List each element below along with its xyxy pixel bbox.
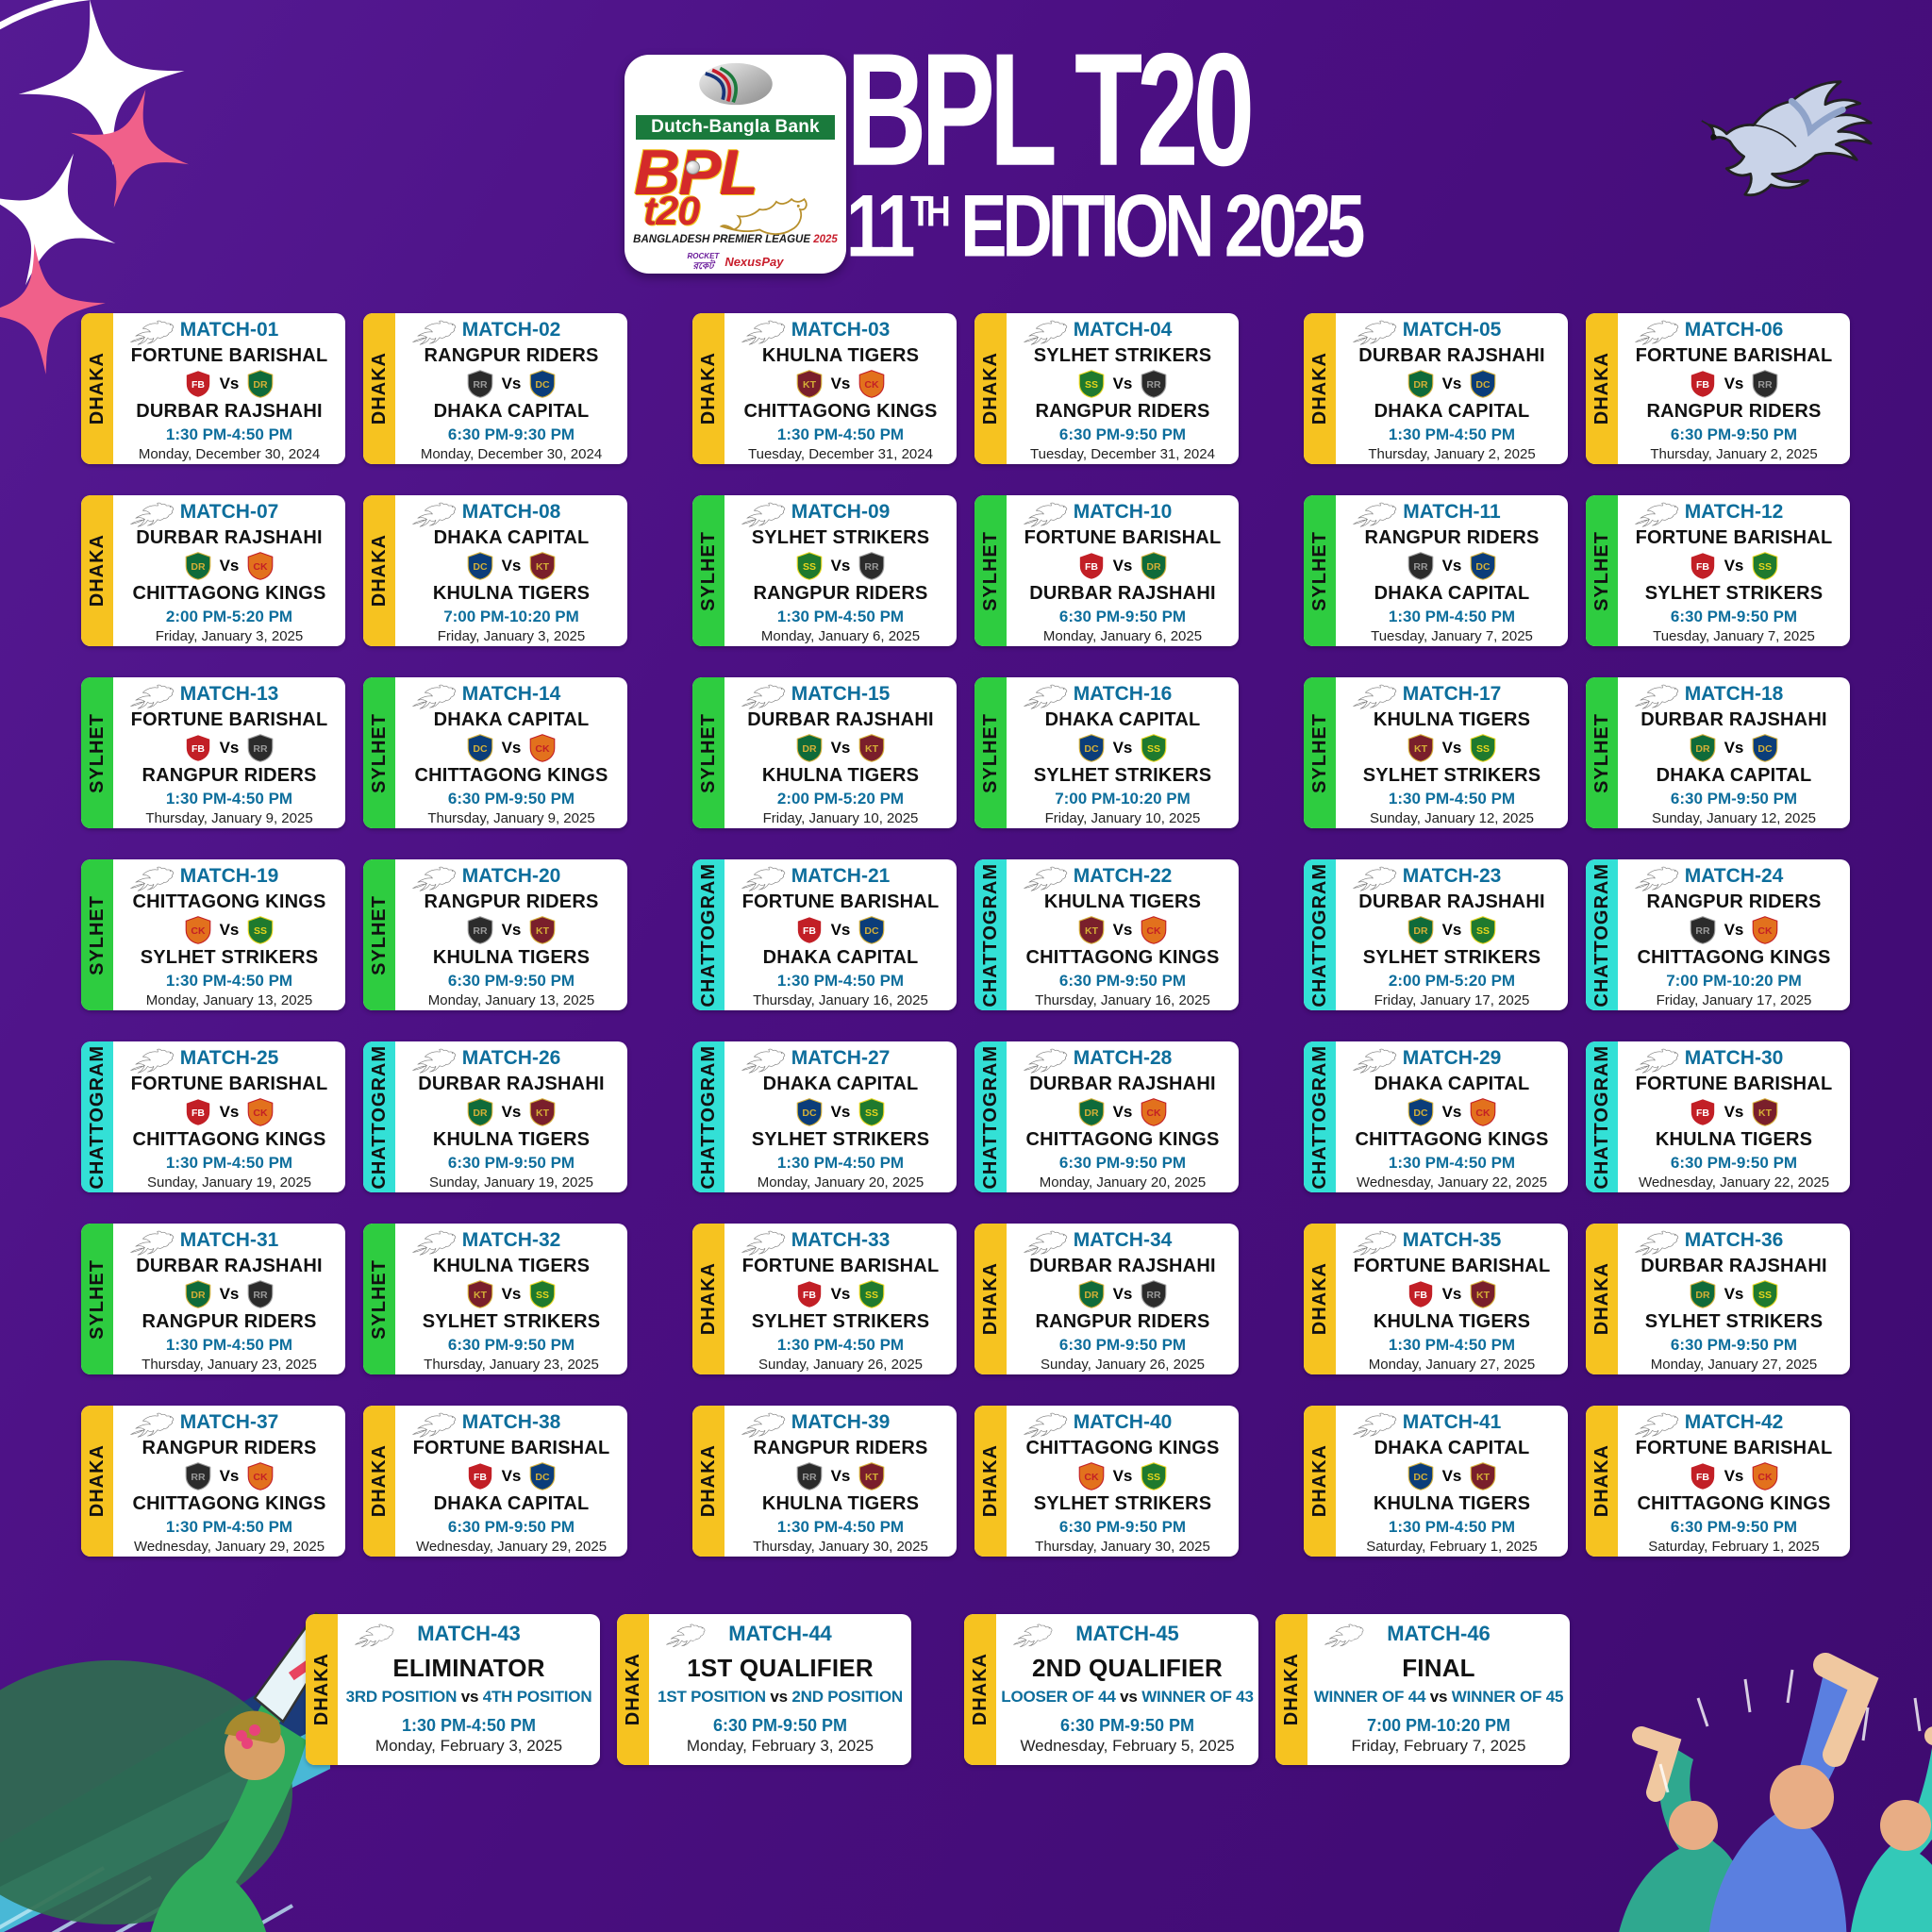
svg-text:CK: CK (254, 561, 269, 573)
svg-text:KT: KT (1476, 1472, 1491, 1483)
svg-text:RR: RR (1147, 1290, 1162, 1301)
svg-text:FB: FB (1414, 1290, 1427, 1301)
svg-text:CK: CK (1147, 925, 1162, 937)
svg-text:SS: SS (1476, 925, 1490, 937)
svg-text:FB: FB (192, 743, 205, 755)
svg-text:DC: DC (1413, 1472, 1428, 1483)
svg-text:CK: CK (1758, 1472, 1774, 1483)
svg-text:FB: FB (1696, 1472, 1709, 1483)
svg-text:KT: KT (1085, 925, 1099, 937)
svg-text:FB: FB (1085, 561, 1098, 573)
svg-text:SS: SS (1758, 1290, 1772, 1301)
svg-text:KT: KT (536, 561, 550, 573)
svg-text:KT: KT (1476, 1290, 1491, 1301)
svg-text:SS: SS (1476, 743, 1490, 755)
svg-text:DC: DC (536, 379, 551, 391)
svg-text:KT: KT (803, 379, 817, 391)
svg-text:FB: FB (1696, 1108, 1709, 1119)
svg-text:RR: RR (191, 1472, 206, 1483)
svg-text:DR: DR (191, 1290, 206, 1301)
svg-text:DC: DC (865, 925, 880, 937)
svg-text:DC: DC (473, 743, 488, 755)
svg-text:DR: DR (1413, 925, 1428, 937)
svg-text:SS: SS (803, 561, 816, 573)
svg-text:KT: KT (536, 1108, 550, 1119)
svg-text:RR: RR (254, 743, 269, 755)
svg-text:RR: RR (802, 1472, 817, 1483)
svg-text:RR: RR (1413, 561, 1428, 573)
svg-text:KT: KT (865, 1472, 879, 1483)
svg-text:DC: DC (1084, 743, 1099, 755)
svg-text:SS: SS (865, 1108, 878, 1119)
svg-text:SS: SS (536, 1290, 549, 1301)
svg-text:CK: CK (254, 1108, 269, 1119)
svg-text:KT: KT (1414, 743, 1428, 755)
svg-text:CK: CK (1147, 1108, 1162, 1119)
svg-text:KT: KT (536, 925, 550, 937)
svg-text:SS: SS (1147, 1472, 1160, 1483)
svg-text:RR: RR (473, 379, 488, 391)
svg-text:RR: RR (1758, 379, 1774, 391)
svg-text:CK: CK (1476, 1108, 1491, 1119)
svg-text:DR: DR (1695, 743, 1710, 755)
svg-text:DR: DR (802, 743, 817, 755)
svg-text:FB: FB (803, 1290, 816, 1301)
svg-text:FB: FB (474, 1472, 487, 1483)
svg-text:SS: SS (1147, 743, 1160, 755)
svg-text:RR: RR (254, 1290, 269, 1301)
svg-text:RR: RR (1695, 925, 1710, 937)
svg-text:FB: FB (192, 1108, 205, 1119)
svg-text:DC: DC (1476, 379, 1491, 391)
svg-text:DC: DC (1413, 1108, 1428, 1119)
svg-text:DC: DC (473, 561, 488, 573)
svg-text:KT: KT (474, 1290, 488, 1301)
svg-text:CK: CK (865, 379, 880, 391)
svg-text:DR: DR (1084, 1108, 1099, 1119)
svg-text:CK: CK (1758, 925, 1774, 937)
svg-text:RR: RR (1147, 379, 1162, 391)
svg-text:CK: CK (254, 1472, 269, 1483)
svg-text:DC: DC (802, 1108, 817, 1119)
svg-text:DR: DR (191, 561, 206, 573)
svg-text:DR: DR (473, 1108, 488, 1119)
svg-text:SS: SS (1758, 561, 1772, 573)
svg-text:DC: DC (1476, 561, 1491, 573)
svg-text:SS: SS (254, 925, 267, 937)
svg-text:CK: CK (1084, 1472, 1099, 1483)
svg-text:FB: FB (1696, 379, 1709, 391)
svg-text:DR: DR (1413, 379, 1428, 391)
svg-text:KT: KT (865, 743, 879, 755)
svg-text:RR: RR (865, 561, 880, 573)
svg-text:DR: DR (1695, 1290, 1710, 1301)
svg-text:RR: RR (473, 925, 488, 937)
svg-text:DR: DR (254, 379, 269, 391)
svg-text:SS: SS (865, 1290, 878, 1301)
svg-text:DC: DC (536, 1472, 551, 1483)
svg-text:DC: DC (1758, 743, 1774, 755)
svg-text:FB: FB (803, 925, 816, 937)
svg-text:DR: DR (1147, 561, 1162, 573)
svg-text:KT: KT (1758, 1108, 1773, 1119)
svg-text:CK: CK (536, 743, 551, 755)
svg-text:CK: CK (191, 925, 206, 937)
svg-text:SS: SS (1085, 379, 1098, 391)
svg-text:DR: DR (1084, 1290, 1099, 1301)
svg-text:FB: FB (192, 379, 205, 391)
svg-text:FB: FB (1696, 561, 1709, 573)
